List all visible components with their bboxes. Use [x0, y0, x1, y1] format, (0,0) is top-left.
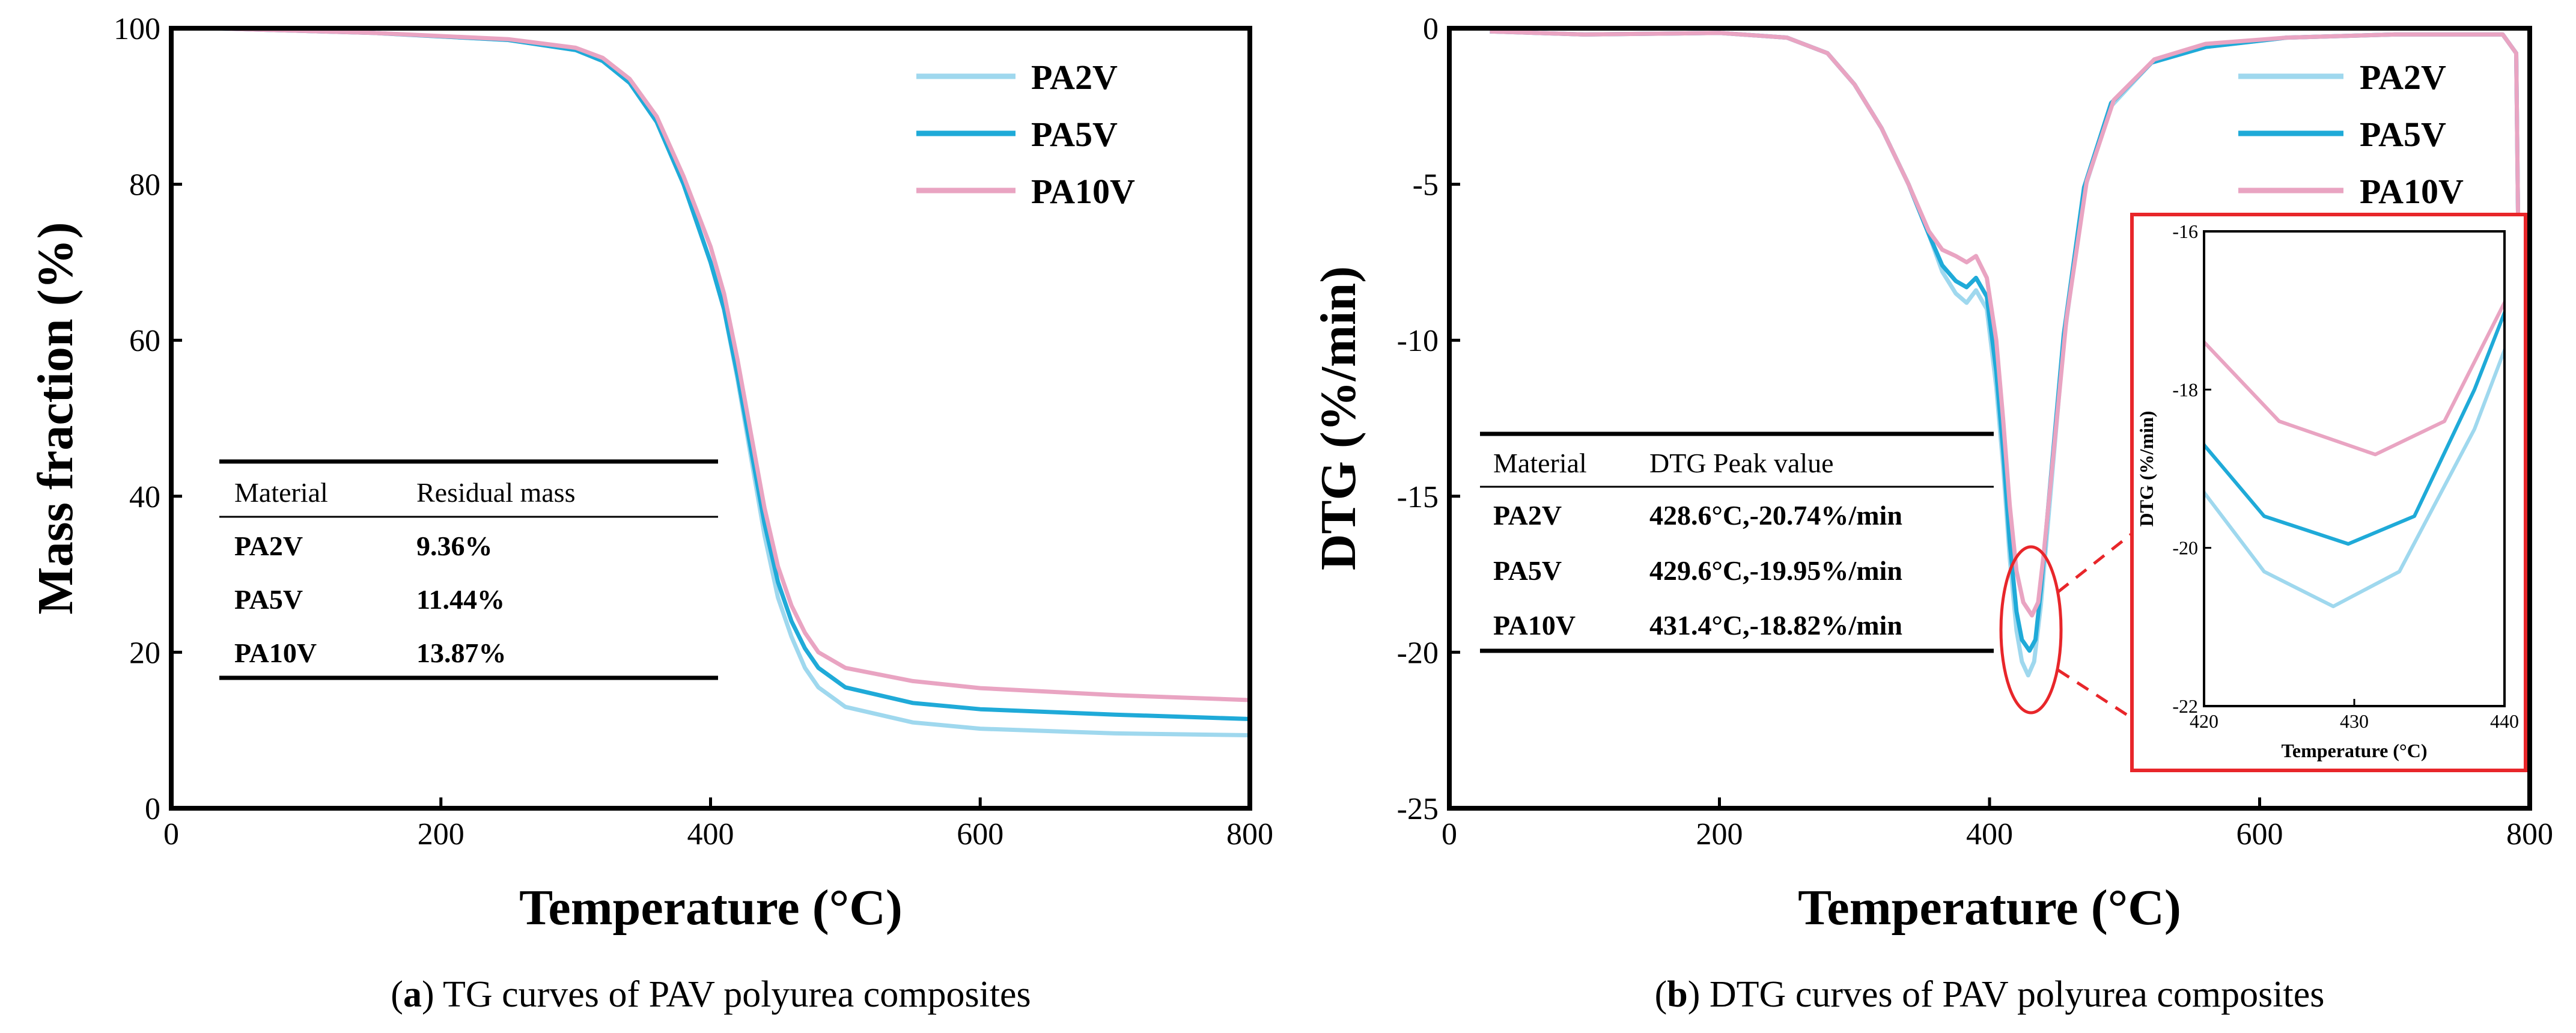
- table-cell: 431.4°C,-18.82%/min: [1649, 610, 1902, 641]
- dtg-series-line-pa10v: [1490, 29, 2530, 654]
- table-cell: PA5V: [234, 584, 303, 615]
- tg-legend-label-pa2v: PA2V: [1031, 58, 1118, 97]
- dtg-y-tick-label: -10: [1397, 324, 1439, 358]
- table-cell: PA2V: [1493, 500, 1562, 531]
- caption-b: (b) DTG curves of PAV polyurea composite…: [1655, 974, 2325, 1015]
- tg-y-tick-label: 20: [129, 636, 160, 670]
- tg-y-tick-label: 0: [145, 792, 160, 826]
- dtg-y-tick-label: -15: [1397, 480, 1439, 514]
- caption-b-text: ) DTG curves of PAV polyurea composites: [1688, 974, 2325, 1015]
- residual-mass-table: Material Residual mass PA2V 9.36% PA5V 1…: [219, 459, 718, 680]
- dtg-legend-label-pa2v: PA2V: [2360, 58, 2446, 97]
- dtg-y-axis-title: DTG (%/min): [1311, 266, 1366, 570]
- inset-y-tick-label: -16: [2172, 221, 2198, 242]
- inset-border: [2130, 213, 2527, 772]
- dtg-x-tick-label: 0: [1442, 817, 1457, 852]
- table-header-residual: Residual mass: [416, 477, 575, 508]
- dtg-legend: PA2V PA5V PA10V: [2238, 58, 2464, 211]
- table-cell: 11.44%: [416, 584, 505, 615]
- dtg-x-tick-label: 200: [1696, 817, 1743, 852]
- table-cell: PA5V: [1493, 555, 1562, 586]
- inset-x-tick-label: 430: [2340, 710, 2369, 732]
- table-cell: PA10V: [234, 638, 317, 668]
- peak-highlight-ellipse: [1999, 545, 2063, 715]
- dtg-x-tick-label: 400: [1966, 817, 2013, 852]
- tg-x-axis-title: Temperature (°C): [519, 880, 903, 936]
- inset-x-tick-label: 440: [2490, 710, 2519, 732]
- panel-a: 0 200 400 600 800 0 20 40 60 80 100 Mass fraction …: [28, 12, 1273, 1015]
- inset-x-tick-label: 420: [2190, 710, 2218, 732]
- tg-y-tick-label: 80: [129, 168, 160, 203]
- dtg-y-tick-label: -20: [1397, 636, 1439, 670]
- inset-y-tick-label: -18: [2172, 379, 2198, 400]
- tg-axis-ticks: 0 200 400 600 800 0 20 40 60 80 100: [114, 12, 1273, 852]
- inset-axis-ticks: 420 430 440 -16 -18 -20 -22: [2172, 221, 2519, 732]
- dtg-x-tick-label: 600: [2236, 817, 2283, 852]
- table-header-material: Material: [1493, 448, 1587, 478]
- tg-x-tick-label: 400: [687, 817, 734, 852]
- tg-x-tick-label: 200: [418, 817, 464, 852]
- table-cell: 9.36%: [416, 531, 493, 561]
- dtg-series-group: [1490, 29, 2530, 678]
- dtg-peak-table: Material DTG Peak value PA2V 428.6°C,-20…: [1480, 431, 1994, 653]
- tg-series-line-pa10v: [212, 28, 1250, 702]
- dtg-x-axis-title: Temperature (°C): [1798, 880, 2181, 936]
- table-header-dtg-peak: DTG Peak value: [1649, 448, 1834, 478]
- table-cell: 429.6°C,-19.95%/min: [1649, 555, 1902, 586]
- tg-series-line-pa5v: [212, 28, 1250, 721]
- tg-x-tick-label: 800: [1226, 817, 1273, 852]
- tg-x-tick-label: 0: [163, 817, 179, 852]
- inset-x-axis-title: Temperature (°C): [2282, 740, 2428, 761]
- zoom-connector-top: [2057, 532, 2133, 593]
- caption-a-text: ) TG curves of PAV polyurea composites: [422, 974, 1031, 1015]
- dtg-y-tick-label: 0: [1423, 12, 1439, 46]
- table-header-material: Material: [234, 477, 328, 508]
- inset-y-axis-title: DTG (%/min): [2136, 411, 2157, 527]
- dtg-axis-ticks: 0 200 400 600 800 0 -5 -10 -15 -20 -25: [1397, 12, 2553, 852]
- tg-y-tick-label: 100: [114, 12, 160, 46]
- dtg-legend-label-pa5v: PA5V: [2360, 115, 2446, 154]
- tg-y-axis-title: Mass fraction (%): [28, 222, 84, 614]
- tg-legend: PA2V PA5V PA10V: [916, 58, 1135, 211]
- dtg-x-tick-label: 800: [2506, 817, 2553, 852]
- tg-series-group: [212, 28, 1250, 737]
- tg-x-tick-label: 600: [957, 817, 1003, 852]
- dtg-inset: 420 430 440 -16 -18 -20 -22 DTG (%/min) Temper…: [2130, 213, 2527, 772]
- table-cell: PA10V: [1493, 610, 1576, 641]
- inset-y-tick-label: -20: [2172, 537, 2198, 559]
- dtg-y-tick-label: -25: [1397, 792, 1439, 826]
- caption-a-label: a: [403, 974, 422, 1015]
- tg-y-tick-label: 60: [129, 324, 160, 358]
- zoom-connector-bottom: [2057, 668, 2133, 720]
- peak-highlight: [1999, 532, 2133, 720]
- tg-legend-label-pa10v: PA10V: [1031, 172, 1135, 211]
- table-cell: 428.6°C,-20.74%/min: [1649, 500, 1902, 531]
- dtg-plot-area: [1447, 26, 2532, 811]
- table-cell: 13.87%: [416, 638, 507, 668]
- tg-legend-label-pa5v: PA5V: [1031, 115, 1118, 154]
- tg-y-tick-label: 40: [129, 480, 160, 514]
- dtg-legend-label-pa10v: PA10V: [2360, 172, 2464, 211]
- table-cell: PA2V: [234, 531, 303, 561]
- dtg-y-tick-label: -5: [1413, 168, 1439, 203]
- inset-y-tick-label: -22: [2172, 695, 2198, 717]
- caption-b-label: b: [1667, 974, 1687, 1015]
- caption-a: (a) TG curves of PAV polyurea composites: [391, 974, 1031, 1015]
